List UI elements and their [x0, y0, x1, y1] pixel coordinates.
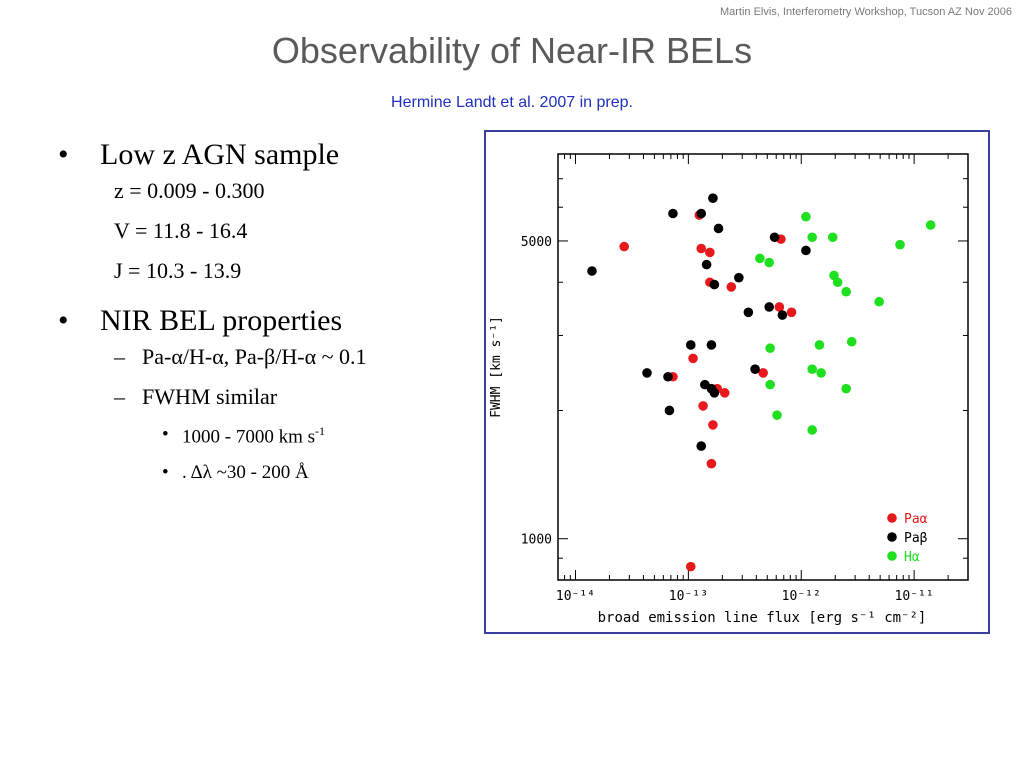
- dash-mark: –: [114, 344, 125, 369]
- data-point-series-3: [765, 343, 775, 354]
- data-point-series-3: [814, 340, 825, 350]
- data-point-series-1: [726, 282, 737, 292]
- data-point-series-1: [688, 353, 698, 364]
- sample-redshift: z = 0.009 - 0.300: [114, 178, 265, 203]
- data-point-series-2: [713, 223, 724, 234]
- data-point-series-2: [750, 364, 760, 374]
- x-tick-label: 10⁻¹²: [782, 589, 821, 604]
- sample-v-mag: V = 11.8 - 16.4: [114, 218, 248, 243]
- data-point-series-1: [708, 420, 718, 430]
- dash-mark: –: [114, 384, 125, 409]
- data-point-series-3: [895, 239, 905, 250]
- data-point-series-3: [841, 383, 851, 394]
- legend-marker: [887, 532, 897, 542]
- chart-frame: 10⁻¹⁴ 10⁻¹³ 10⁻¹² 10⁻¹¹ 1000 5000 Paα Paβ Hα br…: [484, 130, 990, 634]
- legend-marker: [887, 513, 897, 523]
- legend-label: Paβ: [904, 531, 928, 546]
- data-point-series-2: [696, 441, 707, 451]
- data-point-series-2: [685, 340, 696, 350]
- y-tick-label: 5000: [521, 235, 552, 250]
- data-point-series-1: [696, 243, 707, 254]
- data-point-series-1: [619, 241, 629, 252]
- ratio-item: – Pa-α/H-α, Pa-β/H-α ~ 0.1: [114, 344, 478, 370]
- bullet-sample: • Low z AGN sample: [58, 138, 478, 172]
- legend-label: Hα: [904, 550, 920, 565]
- data-point-series-3: [807, 364, 817, 374]
- data-point-series-1: [685, 561, 696, 572]
- data-point-series-3: [841, 286, 851, 297]
- data-point-series-2: [709, 388, 720, 398]
- data-point-series-2: [769, 232, 780, 243]
- legend-marker: [887, 551, 897, 561]
- ratio-text: Pa-α/H-α, Pa-β/H-α ~ 0.1: [142, 344, 367, 369]
- x-tick-label: 10⁻¹¹: [895, 589, 934, 604]
- data-point-series-1: [758, 368, 768, 378]
- data-point-series-3: [764, 257, 774, 268]
- bullet-bel: • NIR BEL properties: [58, 304, 478, 338]
- data-point-series-3: [765, 379, 775, 390]
- data-point-series-2: [777, 310, 788, 320]
- bullet-list: • Low z AGN sample z = 0.009 - 0.300 V =…: [58, 138, 478, 498]
- data-point-series-2: [642, 368, 652, 378]
- sample-j-mag: J = 10.3 - 13.9: [114, 258, 242, 283]
- fwhm-text: FWHM similar: [142, 384, 278, 409]
- data-point-series-3: [807, 425, 817, 435]
- y-axis-label: FWHM [km s⁻¹]: [489, 316, 504, 418]
- data-point-series-2: [696, 208, 707, 219]
- x-tick-label: 10⁻¹⁴: [556, 589, 595, 604]
- data-point-series-3: [827, 232, 838, 243]
- bullet-mark: •: [58, 138, 69, 171]
- bullet-sample-text: Low z AGN sample: [100, 138, 340, 171]
- slide-subtitle: Hermine Landt et al. 2007 in prep.: [391, 94, 633, 111]
- data-point-series-3: [846, 336, 857, 347]
- bullet-mark: •: [58, 304, 69, 337]
- data-point-series-1: [698, 401, 708, 411]
- fwhm-range-item: • 1000 - 7000 km s-1: [162, 424, 478, 448]
- y-tick-label: 1000: [521, 533, 552, 548]
- legend-label: Paα: [904, 512, 928, 527]
- x-tick-label: 10⁻¹³: [669, 589, 708, 604]
- data-point-series-3: [832, 277, 843, 288]
- data-point-series-1: [705, 247, 715, 258]
- data-point-series-2: [734, 272, 744, 283]
- data-point-series-1: [719, 388, 730, 398]
- fwhm-range-text: 1000 - 7000 km s-1: [182, 424, 325, 448]
- x-axis-label: broad emission line flux [erg s⁻¹ cm⁻²]: [598, 610, 927, 626]
- data-point-series-1: [774, 302, 785, 312]
- data-point-series-2: [701, 259, 712, 270]
- data-point-series-2: [708, 193, 718, 203]
- delta-lambda-text: . Δλ ~30 - 200 Å: [182, 462, 309, 484]
- data-point-series-2: [587, 266, 597, 276]
- data-point-series-1: [786, 307, 797, 318]
- data-point-series-3: [772, 410, 782, 420]
- data-point-series-2: [706, 340, 717, 350]
- data-point-series-2: [743, 307, 754, 318]
- data-point-series-2: [664, 405, 675, 416]
- bullet-bel-text: NIR BEL properties: [100, 304, 343, 337]
- data-point-series-2: [764, 302, 774, 312]
- data-point-series-2: [663, 371, 673, 382]
- header-note: Martin Elvis, Interferometry Workshop, T…: [719, 6, 1012, 18]
- data-point-series-3: [801, 211, 811, 222]
- data-point-series-2: [668, 208, 678, 219]
- data-point-series-2: [709, 279, 720, 290]
- fwhm-item: – FWHM similar: [114, 384, 478, 410]
- data-point-series-3: [807, 232, 817, 243]
- scatter-chart: 10⁻¹⁴ 10⁻¹³ 10⁻¹² 10⁻¹¹ 1000 5000 Paα Paβ Hα br…: [489, 153, 969, 626]
- delta-lambda-item: • . Δλ ~30 - 200 Å: [162, 462, 478, 484]
- data-point-series-3: [874, 296, 884, 307]
- bullet-mark: •: [162, 462, 169, 484]
- data-point-series-3: [816, 368, 826, 378]
- data-point-series-3: [755, 253, 765, 264]
- data-point-series-3: [925, 220, 936, 230]
- bullet-mark: •: [162, 424, 169, 445]
- slide-title: Observability of Near-IR BELs: [271, 30, 753, 71]
- data-point-series-1: [706, 458, 717, 469]
- plot-area: [557, 153, 969, 581]
- data-point-series-2: [801, 245, 811, 256]
